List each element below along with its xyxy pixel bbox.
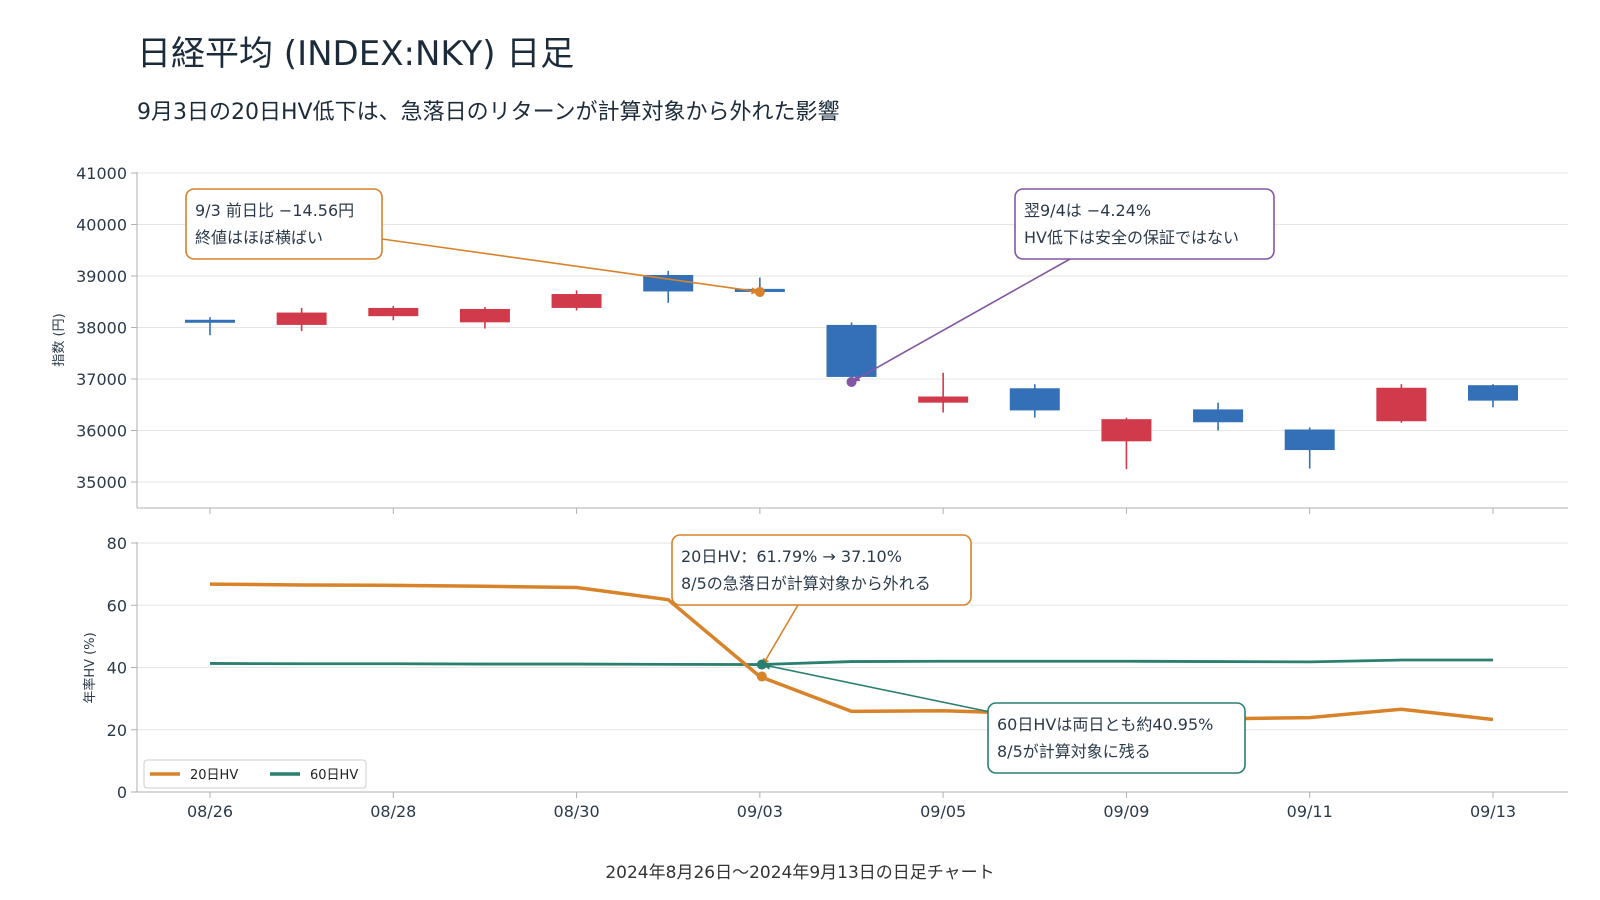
- annotation-marker: [846, 376, 857, 387]
- footer-caption: 2024年8月26日～2024年9月13日の日足チャート: [605, 863, 995, 883]
- price-ytick-label: 40000: [76, 216, 127, 235]
- annotation-box: [185, 188, 383, 260]
- candle-body: [459, 308, 510, 323]
- chart-subtitle: 9月3日の20日HV低下は、急落日のリターンが計算対象から外れた影響: [137, 100, 840, 125]
- annotation-text: 20日HV：61.79% → 37.10%: [681, 547, 902, 566]
- price-y-axis-title: 指数 (円): [52, 313, 67, 366]
- annotation-box: [671, 534, 972, 606]
- candle-body: [1193, 409, 1244, 423]
- hv-xtick-label: 08/26: [187, 802, 233, 821]
- annotation-marker: [756, 671, 767, 682]
- hv-ytick-label: 20: [107, 721, 127, 740]
- annotation-text: HV低下は安全の保証ではない: [1024, 228, 1239, 247]
- annotation-text: 60日HVは両日とも約40.95%: [997, 715, 1213, 734]
- candle-body: [368, 307, 419, 317]
- hv-panel: 0 20 40 60 80 08/26 08/28 08/30 09/03 09/05 09/09 0…: [82, 534, 1568, 821]
- candle-body: [918, 396, 969, 403]
- hv-xtick-label: 08/28: [370, 802, 416, 821]
- price-ytick-label: 36000: [76, 422, 127, 441]
- annotation-text: 8/5の急落日が計算対象から外れる: [681, 574, 931, 593]
- candle-body: [185, 319, 235, 323]
- hv-xtick-label: 09/13: [1470, 802, 1516, 821]
- hv-xtick-label: 09/03: [737, 802, 783, 821]
- hv-xtick-label: 09/05: [920, 802, 966, 821]
- price-ytick-label: 35000: [76, 473, 127, 492]
- hv-y-axis-title: 年率HV (%): [82, 632, 98, 703]
- candle-body: [276, 312, 327, 325]
- candle-body: [826, 324, 877, 377]
- annotation-arrow: [761, 604, 799, 667]
- annotation-text: 終値はほぼ横ばい: [195, 228, 323, 247]
- annotation-text: 8/5が計算対象に残る: [997, 742, 1151, 761]
- chart-title: 日経平均 (INDEX:NKY) 日足: [137, 34, 575, 74]
- annotation-box: [1014, 188, 1275, 260]
- annotation-arrow: [851, 258, 1071, 383]
- annotation-arrow: [381, 238, 760, 293]
- series-line-hv20: [209, 582, 1494, 722]
- annotation-marker: [754, 286, 765, 297]
- price-ytick-label: 37000: [76, 370, 127, 389]
- series-line-hv60: [209, 658, 1493, 666]
- hv-xtick-label: 09/09: [1103, 802, 1149, 821]
- annotation-arrow: [761, 663, 1001, 715]
- legend-box: [143, 759, 367, 789]
- hv-xtick-label: 08/30: [554, 802, 600, 821]
- legend: 20日HV 60日HV: [143, 759, 367, 789]
- candle-body: [1101, 419, 1152, 442]
- candle-body: [1468, 385, 1518, 401]
- price-ytick-label: 41000: [76, 164, 127, 183]
- candle-body: [1376, 387, 1427, 422]
- annotation-text: 9/3 前日比 −14.56円: [195, 201, 354, 220]
- annotation-marker: [756, 659, 767, 670]
- candle-body: [643, 274, 694, 292]
- candle-body: [551, 294, 602, 308]
- hv-ytick-label: 0: [117, 783, 127, 802]
- hv-ytick-label: 60: [107, 596, 127, 615]
- annotation-text: 翌9/4は −4.24%: [1024, 201, 1151, 220]
- hv-ytick-label: 40: [107, 659, 127, 678]
- hv-xtick-label: 09/11: [1287, 802, 1333, 821]
- legend-label: 60日HV: [310, 768, 358, 783]
- hv-ytick-label: 80: [107, 534, 127, 553]
- price-ytick-label: 38000: [76, 319, 127, 338]
- candle-body: [1284, 429, 1335, 451]
- annotation-box: [987, 702, 1246, 774]
- legend-label: 20日HV: [190, 768, 238, 783]
- price-ytick-label: 39000: [76, 267, 127, 286]
- candle-body: [1009, 388, 1060, 411]
